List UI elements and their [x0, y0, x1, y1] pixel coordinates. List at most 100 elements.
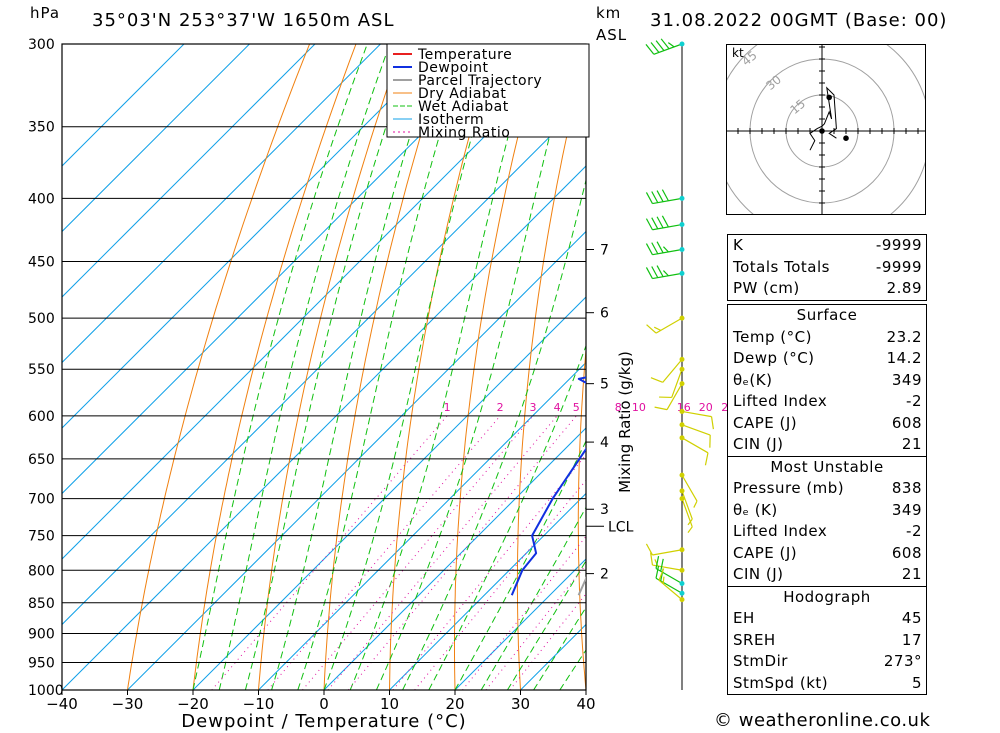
hodograph-dot — [843, 135, 849, 141]
wind-barb-dot — [679, 581, 685, 587]
temperature-tick-label: −30 — [112, 695, 144, 713]
mixing-ratio-line — [327, 415, 558, 690]
wind-barb — [650, 356, 685, 383]
wind-barb-staff — [681, 490, 693, 520]
wind-barb-dot — [679, 435, 685, 441]
wind-barb-flag — [660, 558, 664, 572]
hodograph-panel: 15 30 45 kt — [726, 44, 926, 215]
wind-barb-dot — [679, 315, 685, 321]
asl-axis-label: ASL — [596, 26, 628, 44]
wind-barb-flag — [658, 568, 665, 581]
hodograph-trace — [809, 86, 837, 151]
wind-barb-dot — [679, 547, 685, 553]
wind-barb-flag — [704, 452, 709, 466]
wind-barb — [645, 241, 685, 256]
wet-adiabat-line — [297, 44, 468, 690]
wind-barb-dot — [679, 488, 685, 494]
wind-barb-dot — [679, 381, 685, 387]
wind-barb — [679, 422, 711, 448]
wind-barb — [650, 552, 685, 573]
pressure-tick-label: 700 — [28, 492, 55, 508]
mixing-ratio-value-label: 20 — [699, 401, 713, 414]
wind-barb-flag — [662, 270, 669, 277]
legend-entry-label: Parcel Trajectory — [418, 73, 542, 89]
isotherm-line — [62, 44, 250, 233]
wind-barb-dot — [679, 597, 685, 603]
surface-row: Lifted Index -2 — [733, 392, 922, 410]
wind-barb-dot — [679, 41, 685, 47]
wind-barb-flag — [645, 192, 653, 204]
lcl-label: LCL — [608, 519, 634, 535]
sounding-datetime: 31.08.2022 00GMT (Base: 00) — [650, 10, 948, 31]
wind-barb-dot — [679, 195, 685, 201]
mixing-ratio-value-label: 4 — [554, 401, 561, 414]
legend-entry-label: Dewpoint — [418, 60, 489, 76]
wind-barb-staff — [681, 410, 712, 418]
wind-barb-staff — [681, 437, 709, 454]
hodograph-dot — [826, 94, 832, 101]
wind-barb — [658, 568, 685, 603]
temperature-tick-label: −40 — [46, 695, 78, 713]
temperature-profile-line — [601, 44, 715, 595]
hodograph-stats-row: EH 45 — [733, 609, 922, 627]
wind-barb-staff — [655, 317, 683, 334]
temperature-tick-label: 30 — [511, 695, 530, 713]
wind-barb-staff — [658, 579, 683, 601]
mixing-ratio-axis-title: Mixing Ratio (g/kg) — [616, 351, 634, 493]
isotherm-line — [62, 165, 586, 690]
wind-barb — [679, 408, 714, 430]
wind-barb-dot — [679, 270, 685, 276]
hpa-axis-label: hPa — [30, 4, 61, 22]
wind-barb-dot — [679, 590, 685, 596]
surface-table: Surface Temp (°C) 23.2 Dewp (°C) 14.2 θₑ(K… — [727, 304, 927, 695]
dewpoint-profile-line — [510, 376, 586, 596]
station-location: 35°03'N 253°37'W 1650m ASL — [92, 10, 395, 31]
wind-barb-flag — [661, 215, 669, 228]
mixing-ratio-line — [302, 415, 534, 690]
most-unstable-row: CAPE (J) 608 — [733, 543, 922, 562]
surface-row: Dewp (°C) 14.2 — [733, 349, 922, 367]
wind-barb-dot — [679, 422, 685, 428]
temperature-tick-label: −10 — [243, 695, 275, 713]
legend-entry-label: Isotherm — [418, 112, 484, 128]
hodograph-dot — [819, 128, 825, 134]
most-unstable-title: Most Unstable — [770, 457, 884, 476]
wet-adiabat-line — [271, 44, 440, 690]
mixing-ratio-value-label: 2 — [497, 401, 504, 414]
pressure-tick-label: 800 — [28, 563, 55, 579]
legend-entry-label: Dry Adiabat — [418, 86, 506, 102]
wind-barb-dot — [679, 356, 685, 362]
most-unstable-row: θₑ (K) 349 — [733, 500, 922, 519]
pressure-tick-label: 900 — [28, 626, 55, 642]
wind-barb-flag — [645, 243, 653, 255]
wind-barb-flag — [655, 565, 660, 579]
wind-barb-flag — [656, 216, 664, 229]
pressure-tick-label: 650 — [28, 452, 55, 468]
km-tick-label: 2 — [600, 567, 609, 583]
wind-barb-staff — [652, 549, 683, 556]
wind-barb-flag — [687, 526, 693, 533]
wind-barb-staff — [681, 424, 711, 436]
km-tick-label: 7 — [600, 242, 609, 258]
most-unstable-row: CIN (J) 21 — [733, 565, 922, 583]
surface-row: CAPE (J) 608 — [733, 413, 922, 432]
most-unstable-row: Pressure (mb) 838 — [733, 479, 922, 497]
hodograph-stats-row: StmSpd (kt) 5 — [733, 673, 922, 692]
wind-barb-staff — [681, 474, 698, 502]
wind-barb-dot — [679, 222, 685, 228]
isotherm-line — [62, 44, 185, 167]
wet-adiabat-line — [192, 44, 368, 690]
dry-adiabat-line — [695, 44, 728, 690]
legend-entry-label: Mixing Ratio — [418, 125, 510, 141]
weatheronline-credit[interactable]: © weatheronline.co.uk — [714, 710, 931, 731]
wind-barb-dot — [679, 472, 685, 478]
mixing-ratio-value-label: 8 — [615, 401, 622, 414]
km-tick-label: 4 — [600, 435, 609, 451]
wind-barb-dot — [679, 408, 685, 414]
mixing-ratio-value-label: 10 — [632, 401, 646, 414]
hodograph-unit-label: kt — [732, 46, 744, 60]
wind-barb-flag — [667, 42, 675, 48]
hodograph-ring-label: 30 — [763, 72, 784, 93]
isotherm-line — [62, 44, 447, 429]
wind-barb-staff — [681, 498, 693, 528]
